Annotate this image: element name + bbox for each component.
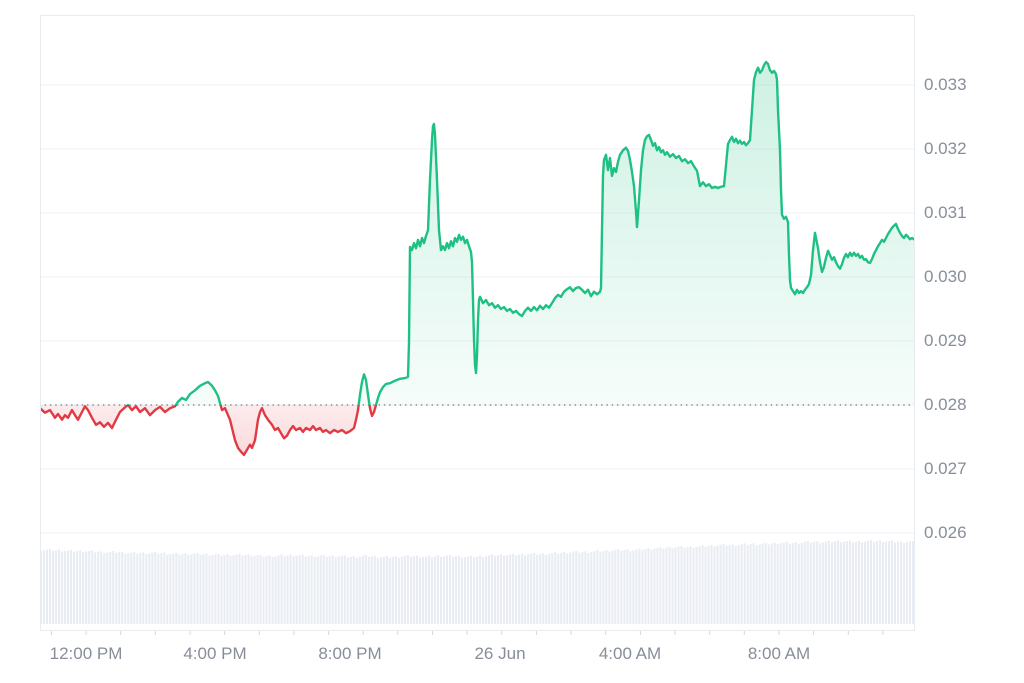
y-axis-label: 0.028	[924, 395, 967, 414]
x-axis-label: 26 Jun	[474, 644, 526, 663]
y-axis-label: 0.030	[924, 267, 967, 286]
chart-canvas	[40, 15, 915, 635]
x-minor-ticks	[50, 631, 884, 635]
x-axis-label: 8:00 PM	[318, 644, 382, 663]
x-axis-label: 4:00 AM	[598, 644, 662, 663]
y-axis-label: 0.032	[924, 139, 967, 158]
chart-plot-area[interactable]	[40, 15, 915, 637]
x-axis-label: 4:00 PM	[183, 644, 247, 663]
y-axis-label: 0.029	[924, 331, 967, 350]
y-axis-label: 0.027	[924, 459, 967, 478]
volume-bars	[40, 539, 915, 624]
y-axis-label: 0.033	[924, 75, 967, 94]
y-axis-label: 0.026	[924, 523, 967, 542]
x-axis-label: 8:00 AM	[747, 644, 811, 663]
plot-border	[40, 15, 915, 631]
price-line-up	[126, 60, 915, 405]
price-area-up	[40, 62, 915, 405]
y-axis-label: 0.031	[924, 203, 967, 222]
x-axis-label: 12:00 PM	[49, 644, 123, 663]
price-line-down	[40, 405, 378, 457]
